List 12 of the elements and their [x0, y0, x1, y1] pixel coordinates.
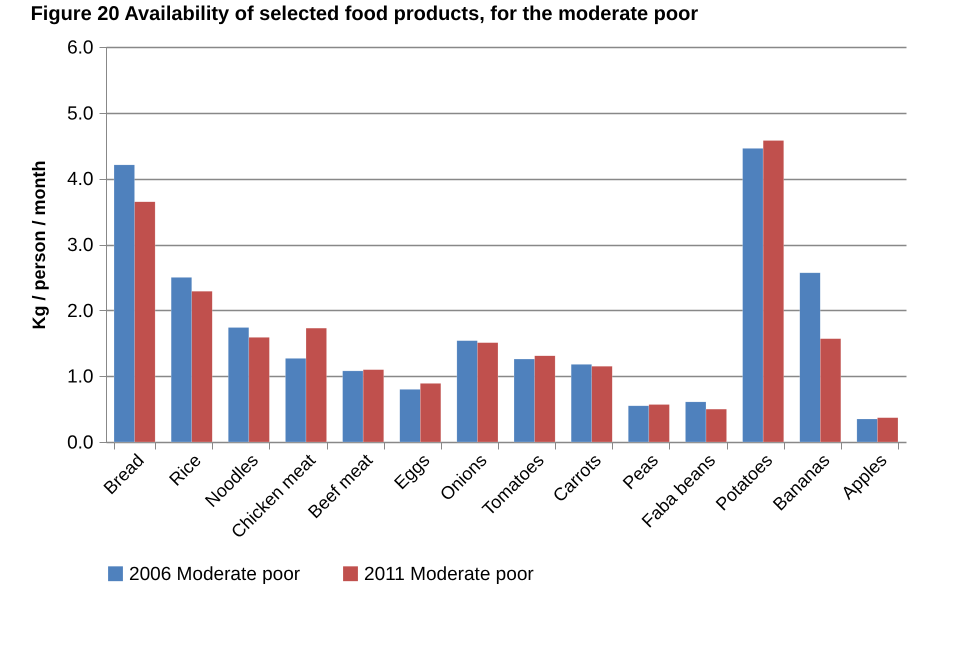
y-tick-label: 5.0: [67, 103, 94, 124]
legend-label: 2006 Moderate poor: [129, 564, 301, 585]
chart-title: Figure 20 Availability of selected food products, for the moderate poor: [30, 3, 698, 25]
legend-label: 2011 Moderate poor: [364, 564, 534, 585]
y-axis-title: Kg / person / month: [29, 160, 50, 330]
y-tick-label: 6.0: [67, 38, 94, 58]
y-tick-label: 4.0: [67, 169, 94, 190]
y-tick-label: 2.0: [67, 300, 94, 322]
y-tick-label: 0.0: [67, 432, 94, 454]
y-tick-label: 3.0: [67, 235, 94, 256]
x-tick-label: Rice: [165, 450, 205, 490]
y-tick-label: 1.0: [67, 366, 94, 388]
